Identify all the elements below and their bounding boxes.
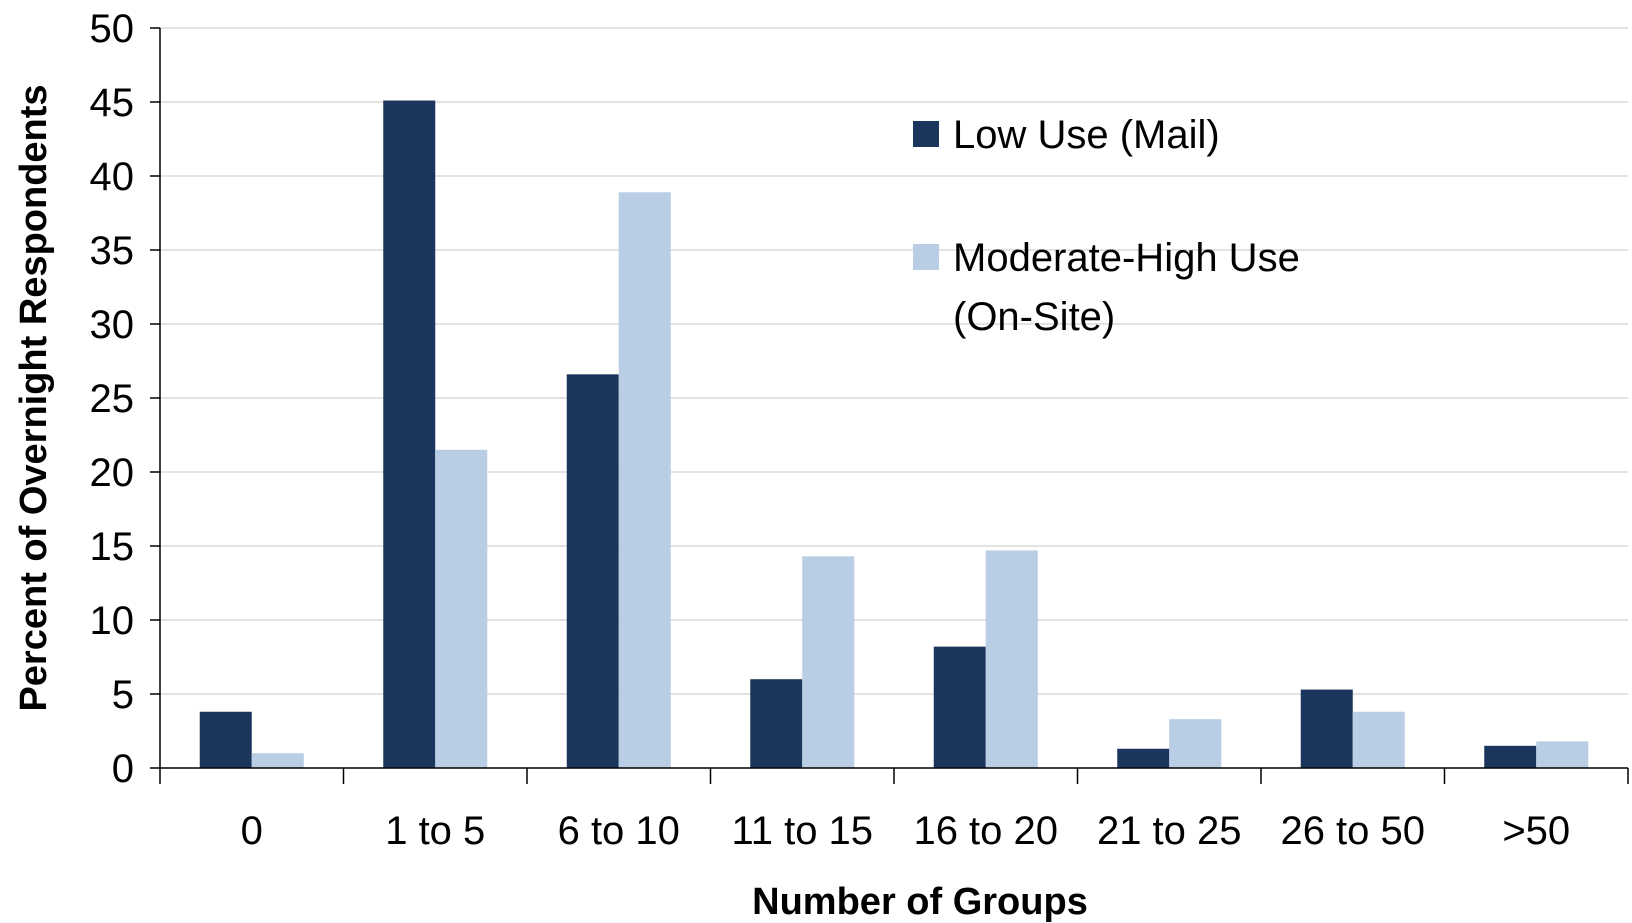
y-tick-label: 15	[90, 525, 135, 569]
y-tick-label: 40	[90, 155, 135, 199]
bar-low-use-2	[566, 374, 619, 768]
y-tick-label: 5	[112, 673, 134, 717]
gridlines	[160, 27, 1628, 695]
bar-low-use-6	[1300, 689, 1353, 768]
bar-moderate-high-use-3	[802, 556, 855, 768]
y-tick-label: 0	[112, 747, 134, 791]
x-tick-label: 0	[241, 809, 263, 853]
y-tick-label: 10	[90, 599, 135, 643]
legend-label-moderate-high-use-line-2: (On-Site)	[953, 295, 1115, 339]
x-tick-label: 6 to 10	[558, 809, 680, 853]
y-tick-label: 25	[90, 377, 135, 421]
bar-low-use-5	[1117, 748, 1170, 768]
bar-moderate-high-use-2	[618, 192, 671, 768]
bar-moderate-high-use-5	[1169, 719, 1222, 768]
y-axis-title: Percent of Overnight Respondents	[13, 84, 55, 711]
y-tick-label: 50	[90, 7, 135, 51]
y-tick-label: 20	[90, 451, 135, 495]
x-tick-label: 21 to 25	[1097, 809, 1242, 853]
legend-swatch-low-use	[913, 121, 939, 147]
bar-moderate-high-use-7	[1536, 741, 1589, 768]
legend-label-low-use: Low Use (Mail)	[953, 113, 1220, 157]
x-axis-title: Number of Groups	[752, 881, 1088, 923]
bar-moderate-high-use-4	[985, 550, 1038, 768]
y-tick-label: 35	[90, 229, 135, 273]
legend-label-moderate-high-use-line-1: Moderate-High Use	[953, 236, 1300, 280]
y-tick-label: 30	[90, 303, 135, 347]
legend: Low Use (Mail) Moderate-High Use (On-Sit…	[913, 113, 1300, 339]
y-tick-label: 45	[90, 81, 135, 125]
legend-swatch-moderate-high-use	[913, 244, 939, 270]
bars	[199, 100, 1589, 768]
bar-moderate-high-use-0	[251, 753, 304, 768]
y-axis-tick-labels: 0 5 10 15 20 25 30 35 40 45 50	[90, 7, 135, 791]
bar-low-use-7	[1484, 745, 1537, 768]
bar-moderate-high-use-6	[1352, 711, 1405, 768]
bar-low-use-1	[383, 100, 436, 768]
x-tick-label: 26 to 50	[1280, 809, 1425, 853]
x-tick-label: 16 to 20	[913, 809, 1058, 853]
x-tick-label: >50	[1502, 809, 1570, 853]
bar-moderate-high-use-1	[435, 449, 488, 768]
x-tick-label: 1 to 5	[385, 809, 485, 853]
bar-low-use-3	[750, 679, 803, 768]
bar-low-use-4	[933, 646, 986, 768]
axes	[150, 27, 1629, 784]
bar-low-use-0	[199, 711, 252, 768]
x-axis-tick-labels: 0 1 to 5 6 to 10 11 to 15 16 to 20 21 to 25 26…	[241, 809, 1571, 853]
x-tick-label: 11 to 15	[731, 809, 873, 853]
